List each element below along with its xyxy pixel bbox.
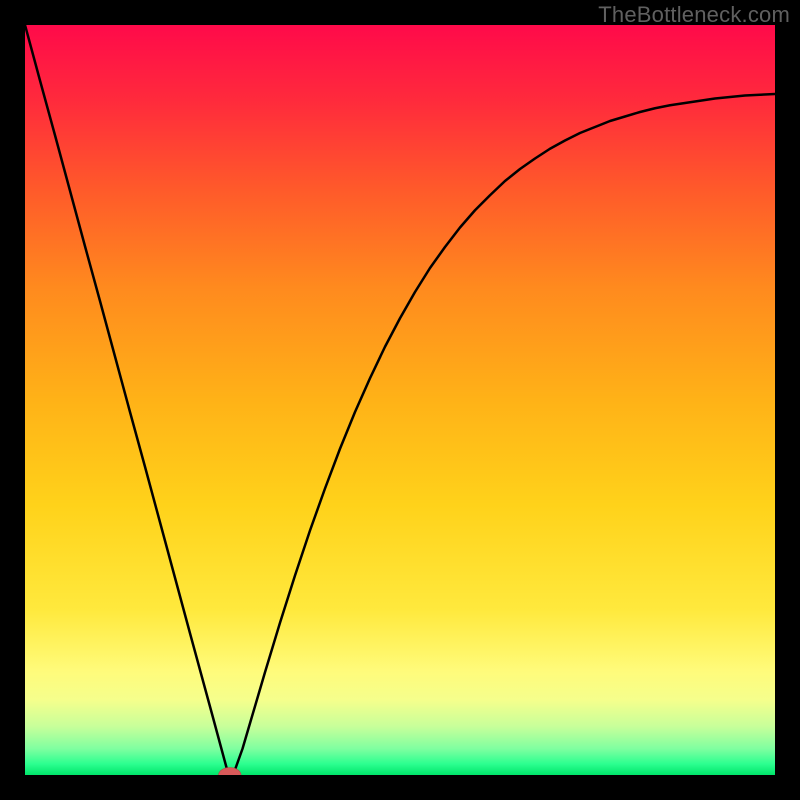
plot-area <box>25 25 775 775</box>
chart-svg <box>25 25 775 775</box>
chart-background <box>25 25 775 775</box>
chart-root: TheBottleneck.com <box>0 0 800 800</box>
